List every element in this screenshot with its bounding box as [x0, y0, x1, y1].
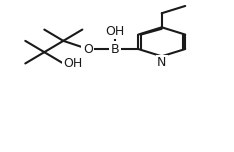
Text: B: B: [110, 43, 119, 55]
Text: OH: OH: [63, 57, 83, 70]
Text: O: O: [83, 43, 93, 55]
Text: N: N: [157, 56, 166, 69]
Text: OH: OH: [105, 25, 124, 38]
